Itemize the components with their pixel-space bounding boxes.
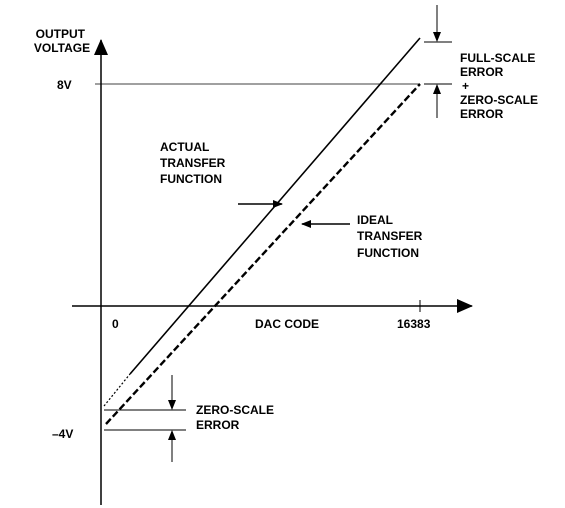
label-line: VOLTAGE <box>34 41 90 55</box>
label-line: ZERO-SCALE <box>196 403 274 417</box>
label-line: ERROR <box>460 65 504 79</box>
label-line: OUTPUT <box>36 27 86 41</box>
label-line: ZERO-SCALE <box>460 93 538 107</box>
x-tick-label: 0 <box>112 317 119 331</box>
label-line: TRANSFER <box>357 229 423 243</box>
label-line: IDEAL <box>357 213 393 227</box>
label-line: TRANSFER <box>160 156 226 170</box>
label-line: FUNCTION <box>160 172 222 186</box>
actual-label: ACTUAL TRANSFER FUNCTION <box>160 140 229 186</box>
label-line: FULL-SCALE <box>460 51 535 65</box>
label-line: + <box>462 79 469 93</box>
label-line: ERROR <box>460 107 504 121</box>
ideal-label: IDEAL TRANSFER FUNCTION <box>357 213 426 260</box>
y-axis-label: OUTPUT VOLTAGE <box>34 27 90 55</box>
label-line: FUNCTION <box>357 246 419 260</box>
zero-scale-label: ZERO-SCALE ERROR <box>196 403 277 432</box>
y-tick-label: –4V <box>52 427 73 441</box>
actual-extension <box>103 373 131 407</box>
label-line: ACTUAL <box>160 140 209 154</box>
x-tick-label: 16383 <box>397 317 431 331</box>
x-axis-label: DAC CODE <box>255 317 319 331</box>
label-line: ERROR <box>196 418 240 432</box>
ideal-line <box>105 83 421 425</box>
full-scale-label: FULL-SCALE ERROR + ZERO-SCALE ERROR <box>460 51 541 121</box>
y-tick-label: 8V <box>57 78 72 92</box>
